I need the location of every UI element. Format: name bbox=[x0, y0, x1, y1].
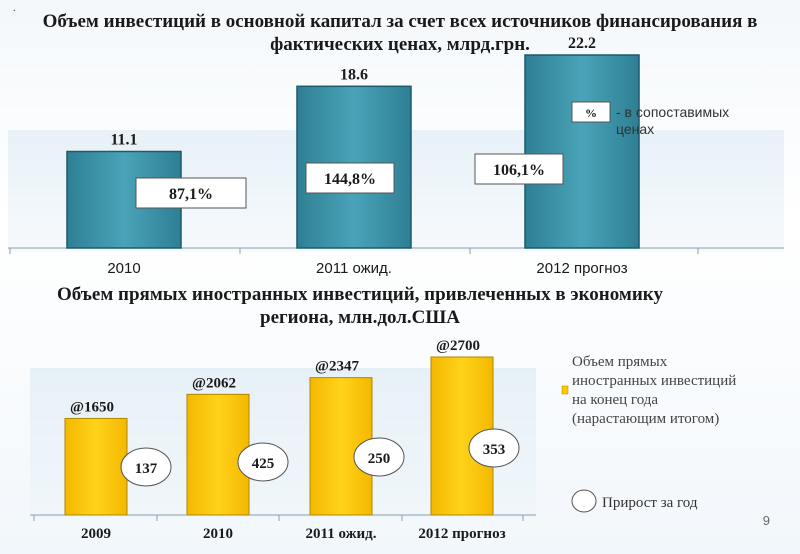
chart1-legend-label: - в сопоставимых ценах bbox=[616, 104, 729, 137]
chart2-increment-label: 137 bbox=[135, 461, 158, 477]
chart2-increment-circle bbox=[120, 447, 172, 487]
chart2-category-label: 2012 прогноз bbox=[418, 526, 505, 542]
chart2-category-label: 2011 ожид. bbox=[306, 526, 377, 542]
chart2-value-label: @2347 bbox=[315, 359, 359, 375]
chart2-increment-label: 250 bbox=[368, 451, 391, 467]
chart1-legend-marker-label: % bbox=[585, 106, 597, 120]
chart1-percent-label: 144,8% bbox=[324, 171, 376, 188]
chart1-percent-box bbox=[474, 153, 564, 185]
chart1-category-label: 2011 ожид. bbox=[316, 260, 392, 277]
chart1-legend-marker bbox=[571, 101, 611, 123]
chart1-value-label: 22.2 bbox=[568, 35, 596, 52]
chart1-category-label: 2010 bbox=[107, 260, 140, 277]
chart2-category-label: 2010 bbox=[203, 526, 233, 542]
chart2-value-label: @2062 bbox=[192, 375, 236, 391]
chart2: @1650 137 2009 @2062 425 2010 @2347 250 2011 ожи… bbox=[30, 338, 736, 542]
chart2-legend-bar-marker bbox=[561, 385, 569, 395]
chart1-title: Объем инвестиций в основной капитал за с… bbox=[42, 11, 758, 55]
corner-mark: . bbox=[13, 3, 16, 14]
chart2-increment-circle bbox=[353, 437, 405, 477]
chart2-bar bbox=[64, 417, 128, 516]
chart2-bar bbox=[186, 393, 250, 516]
chart2-legend-bar-label: Объем прямых иностранных инвестиций на кон… bbox=[572, 354, 736, 427]
chart2-category-label: 2009 bbox=[81, 526, 111, 542]
chart1-percent-label: 87,1% bbox=[169, 186, 213, 203]
chart1: 11.1 87,1% 2010 18.6 144,8% 2011 ожид. 22.2 106… bbox=[8, 35, 784, 277]
chart1-percent-label: 106,1% bbox=[493, 162, 545, 179]
chart1-bar bbox=[524, 54, 640, 249]
page-number: 9 bbox=[762, 513, 770, 528]
chart1-value-label: 11.1 bbox=[110, 132, 137, 149]
chart2-increment-circle bbox=[468, 428, 520, 468]
chart2-value-label: @2700 bbox=[436, 338, 480, 354]
chart2-value-label: @1650 bbox=[70, 399, 114, 415]
chart2-increment-circle bbox=[237, 442, 289, 482]
chart2-legend-circle-marker bbox=[571, 489, 597, 513]
chart2-legend-circle-label: Прирост за год bbox=[602, 495, 698, 511]
chart1-value-label: 18.6 bbox=[340, 66, 368, 83]
chart2-increment-label: 353 bbox=[483, 442, 506, 458]
chart2-increment-label: 425 bbox=[252, 456, 275, 472]
chart1-percent-box bbox=[305, 162, 395, 194]
chart1-percent-box bbox=[135, 177, 247, 209]
chart1-category-label: 2012 прогноз bbox=[536, 260, 627, 277]
chart2-title: Объем прямых иностранных инвестиций, при… bbox=[57, 284, 663, 328]
